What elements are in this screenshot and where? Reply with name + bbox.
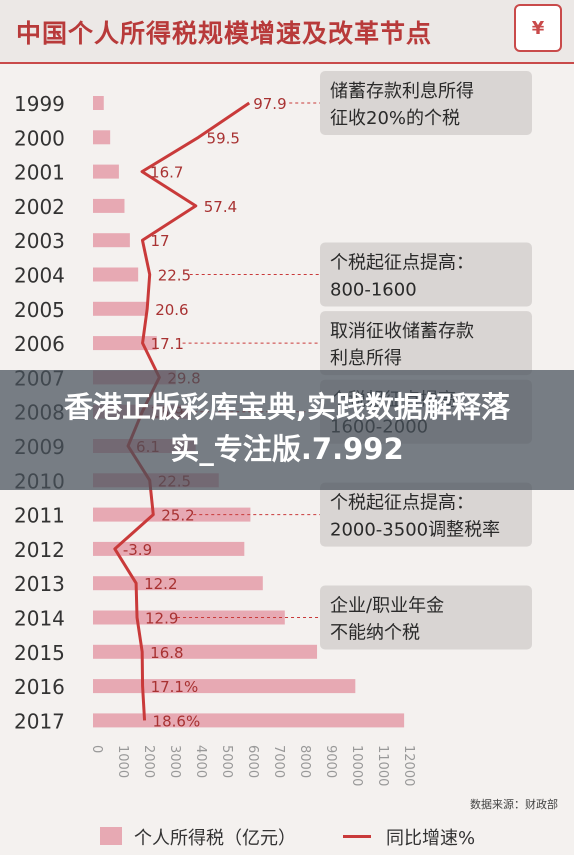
bar	[93, 198, 125, 213]
year-label: 2000	[14, 126, 65, 150]
bar	[93, 576, 263, 591]
growth-value-label: 59.5	[207, 129, 240, 147]
year-label: 2003	[14, 229, 65, 253]
bar	[93, 96, 104, 110]
x-tick-label: 7000	[271, 745, 286, 778]
bar	[93, 679, 356, 694]
year-label: 2012	[14, 538, 65, 562]
callout-text: 取消征收储蓄存款	[330, 321, 474, 342]
bar	[93, 644, 318, 659]
growth-value-label: 17.1	[151, 335, 184, 353]
bar	[93, 541, 245, 556]
callout-box	[320, 71, 532, 135]
overlay-headline: 香港正版彩库宝典,实践数据解释落实_专注版.7.992	[63, 390, 511, 466]
year-label: 2016	[14, 675, 65, 699]
legend-bar-swatch	[100, 827, 122, 845]
year-label: 2001	[14, 161, 65, 185]
year-label: 2011	[14, 504, 65, 528]
growth-value-label: 18.6%	[153, 712, 201, 730]
chart-title: 中国个人所得税规模增速及改革节点	[16, 19, 433, 48]
callout-text: 800-1600	[330, 280, 417, 301]
overlay-banner: 香港正版彩库宝典,实践数据解释落实_专注版.7.992	[0, 370, 574, 490]
legend-bar-label: 个人所得税（亿元）	[134, 828, 296, 849]
callout-box	[320, 585, 532, 650]
x-tick-label: 1000	[115, 745, 130, 778]
x-tick-label: 3000	[167, 745, 182, 778]
x-tick-label: 4000	[193, 745, 208, 778]
growth-value-label: 57.4	[204, 198, 237, 216]
year-label: 1999	[14, 92, 65, 116]
year-label: 2005	[14, 298, 65, 322]
legend: 个人所得税（亿元） 同比增速%	[0, 818, 574, 855]
growth-value-label: 97.9	[253, 95, 286, 113]
callout-text: 2000-3500调整税率	[330, 520, 500, 541]
x-tick-label: 12000	[401, 745, 416, 786]
year-label: 2013	[14, 572, 65, 596]
growth-value-label: -3.9	[123, 541, 152, 559]
growth-value-label: 12.9	[145, 610, 178, 628]
year-label: 2002	[14, 195, 65, 219]
callout-box	[320, 482, 532, 547]
year-label: 2015	[14, 641, 65, 665]
bar	[93, 164, 119, 179]
callout-text: 征收20%的个税	[330, 108, 460, 129]
source-note: 数据来源：财政部	[470, 798, 558, 811]
year-label: 2004	[14, 264, 65, 288]
x-tick-label: 5000	[219, 745, 234, 778]
year-label: 2017	[14, 709, 65, 733]
bar	[93, 267, 139, 282]
x-tick-label: 6000	[245, 745, 260, 778]
legend-line-label: 同比增速%	[386, 828, 476, 849]
bar	[93, 301, 148, 316]
callout-text: 个税起征点提高：	[330, 493, 474, 514]
yuan-logo-icon: ¥	[514, 4, 562, 52]
year-label: 2006	[14, 332, 65, 356]
bar	[93, 507, 251, 522]
growth-value-label: 25.2	[161, 507, 194, 525]
growth-value-label: 16.8	[150, 644, 183, 662]
growth-value-label: 17	[150, 232, 169, 250]
growth-value-label: 17.1%	[151, 678, 199, 696]
x-tick-label: 8000	[297, 745, 312, 778]
x-tick-label: 10000	[349, 745, 364, 786]
growth-value-label: 12.2	[144, 575, 177, 593]
callout-text: 企业/职业年金	[330, 596, 444, 617]
year-label: 2014	[14, 607, 65, 631]
growth-value-label: 16.7	[150, 164, 183, 182]
x-tick-label: 2000	[141, 745, 156, 778]
callout-text: 储蓄存款利息所得	[330, 81, 474, 102]
bar	[93, 130, 111, 145]
growth-value-label: 20.6	[155, 301, 188, 319]
header: 中国个人所得税规模增速及改革节点 ¥	[0, 0, 574, 64]
callout-box	[320, 311, 532, 376]
x-tick-label: 11000	[375, 745, 390, 786]
bar	[93, 610, 285, 625]
x-tick-label: 9000	[323, 745, 338, 778]
legend-line-swatch	[343, 835, 371, 838]
callout-text: 个税起征点提高：	[330, 253, 474, 274]
callout-box	[320, 242, 532, 307]
callout-text: 利息所得	[330, 348, 402, 369]
x-tick-label: 0	[89, 745, 104, 753]
bar	[93, 713, 405, 728]
callout-text: 不能纳个税	[330, 623, 420, 644]
growth-value-label: 22.5	[158, 267, 191, 285]
bar	[93, 233, 130, 248]
bar	[93, 336, 157, 351]
